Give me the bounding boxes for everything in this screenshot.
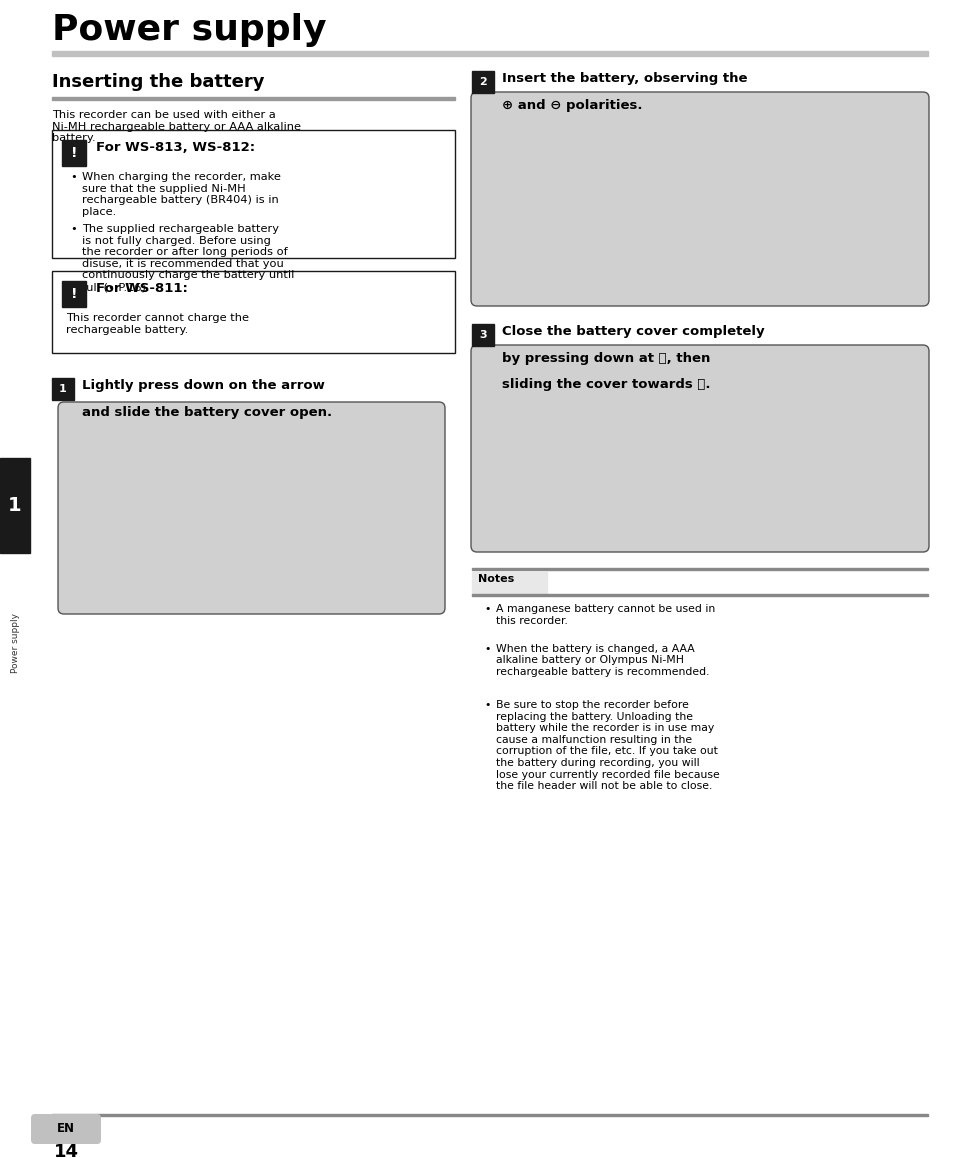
Bar xyxy=(62,140,86,166)
FancyBboxPatch shape xyxy=(58,402,444,614)
Text: This recorder cannot charge the
rechargeable battery.: This recorder cannot charge the recharge… xyxy=(66,313,249,335)
Text: •: • xyxy=(483,604,490,614)
Text: Power supply: Power supply xyxy=(10,613,19,673)
Text: EN: EN xyxy=(57,1122,75,1136)
Text: When charging the recorder, make
sure that the supplied Ni-MH
rechargeable batte: When charging the recorder, make sure th… xyxy=(82,173,280,217)
Text: •: • xyxy=(70,173,76,182)
Text: For WS-811:: For WS-811: xyxy=(96,283,188,295)
Bar xyxy=(52,130,455,258)
Text: and slide the battery cover open.: and slide the battery cover open. xyxy=(82,406,332,419)
Text: ⊕ and ⊖ polarities.: ⊕ and ⊖ polarities. xyxy=(501,98,641,112)
FancyBboxPatch shape xyxy=(471,345,928,552)
Bar xyxy=(472,324,494,346)
Text: Be sure to stop the recorder before
replacing the battery. Unloading the
battery: Be sure to stop the recorder before repl… xyxy=(496,699,719,791)
Text: Close the battery cover completely: Close the battery cover completely xyxy=(501,325,763,338)
Text: Insert the battery, observing the: Insert the battery, observing the xyxy=(501,72,747,85)
Text: This recorder can be used with either a
Ni-MH rechargeable battery or AAA alkali: This recorder can be used with either a … xyxy=(52,110,301,144)
FancyBboxPatch shape xyxy=(30,1114,101,1144)
Text: •: • xyxy=(70,223,76,234)
Bar xyxy=(0,459,30,554)
Text: by pressing down at Ⓐ, then: by pressing down at Ⓐ, then xyxy=(501,352,710,365)
Text: 2: 2 xyxy=(478,76,486,87)
Text: When the battery is changed, a AAA
alkaline battery or Olympus Ni-MH
rechargeabl: When the battery is changed, a AAA alkal… xyxy=(496,644,709,676)
Bar xyxy=(472,71,494,93)
Bar xyxy=(52,378,74,400)
Text: 3: 3 xyxy=(478,330,486,340)
Text: •: • xyxy=(483,699,490,710)
FancyBboxPatch shape xyxy=(471,91,928,306)
Text: Lightly press down on the arrow: Lightly press down on the arrow xyxy=(82,379,325,393)
Text: sliding the cover towards Ⓑ.: sliding the cover towards Ⓑ. xyxy=(501,378,710,391)
Bar xyxy=(52,97,455,100)
Text: The supplied rechargeable battery
is not fully charged. Before using
the recorde: The supplied rechargeable battery is not… xyxy=(82,223,294,292)
Text: Inserting the battery: Inserting the battery xyxy=(52,73,264,91)
Text: A manganese battery cannot be used in
this recorder.: A manganese battery cannot be used in th… xyxy=(496,604,715,625)
Text: For WS-813, WS-812:: For WS-813, WS-812: xyxy=(96,141,254,154)
Text: 1: 1 xyxy=(9,496,22,515)
Text: !: ! xyxy=(71,146,77,160)
Text: 1: 1 xyxy=(59,384,67,394)
Bar xyxy=(52,1114,927,1116)
Text: Power supply: Power supply xyxy=(52,13,326,47)
Bar xyxy=(472,594,927,596)
Bar xyxy=(52,51,927,56)
Text: Notes: Notes xyxy=(477,574,514,584)
Bar xyxy=(472,572,546,594)
Bar xyxy=(52,271,455,353)
Bar xyxy=(472,567,927,570)
Text: !: ! xyxy=(71,287,77,301)
Bar xyxy=(62,281,86,307)
Text: 14: 14 xyxy=(53,1143,78,1158)
Text: •: • xyxy=(483,644,490,653)
